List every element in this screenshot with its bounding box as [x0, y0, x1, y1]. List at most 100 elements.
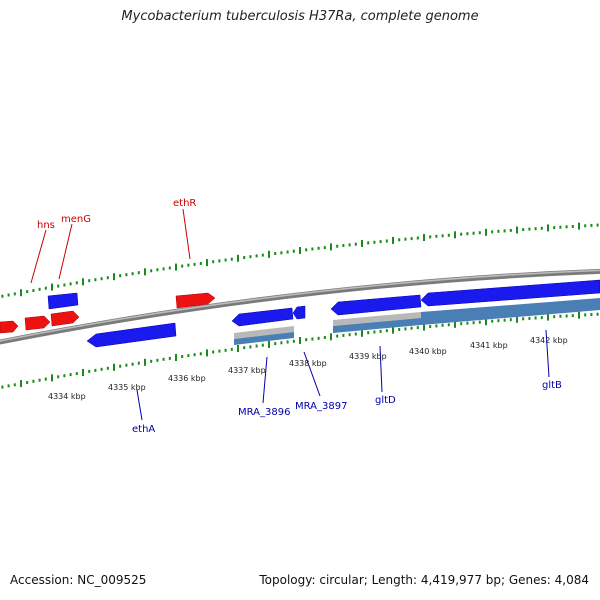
gene-arrow-reverse[interactable]: [47, 292, 79, 310]
minor-tick: [156, 268, 159, 272]
minor-tick: [75, 372, 78, 376]
gene-arrow-reverse-ethA[interactable]: [86, 322, 177, 348]
minor-tick: [590, 313, 593, 316]
minor-tick: [596, 223, 599, 227]
gene-arrow-reverse-MRA_3897[interactable]: [292, 305, 306, 320]
minor-tick: [491, 319, 494, 323]
gene-label-gltD: gltD: [375, 395, 396, 406]
major-tick: [547, 224, 549, 232]
minor-tick: [311, 247, 314, 251]
minor-tick: [168, 266, 171, 270]
minor-tick: [243, 256, 246, 259]
gene-arrow-forward[interactable]: [24, 315, 51, 331]
minor-tick: [292, 249, 295, 253]
minor-tick: [57, 284, 60, 288]
major-tick: [485, 228, 487, 236]
minor-tick: [503, 229, 506, 233]
minor-tick: [528, 316, 531, 320]
minor-tick: [584, 224, 587, 228]
minor-tick: [472, 321, 475, 325]
minor-tick: [373, 240, 376, 244]
major-tick: [330, 333, 332, 341]
minor-tick: [286, 250, 289, 254]
minor-tick: [57, 375, 60, 379]
minor-tick: [7, 384, 10, 388]
minor-tick: [44, 377, 47, 381]
minor-tick: [255, 254, 258, 258]
genome-backbone-highlight: [0, 269, 600, 342]
minor-tick: [367, 331, 370, 335]
minor-tick: [398, 238, 401, 242]
minor-tick: [311, 337, 314, 341]
minor-tick: [435, 234, 438, 238]
minor-tick: [230, 347, 233, 351]
major-tick: [20, 289, 22, 297]
minor-tick: [416, 236, 419, 240]
minor-tick: [466, 321, 469, 325]
minor-tick: [280, 251, 283, 255]
minor-tick: [497, 319, 500, 323]
gene-label-MRA_3897: MRA_3897: [295, 401, 347, 412]
minor-tick: [125, 273, 128, 277]
minor-tick: [243, 346, 246, 350]
gene-label-gltB: gltB: [542, 380, 562, 391]
minor-tick: [150, 359, 153, 363]
forward-gene-labels: hns menG ethR: [30, 198, 196, 284]
minor-tick: [565, 314, 568, 318]
minor-tick: [503, 318, 506, 322]
minor-tick: [398, 328, 401, 331]
gene-arrow-reverse-MRA_3896[interactable]: [231, 307, 294, 327]
minor-tick: [404, 237, 407, 241]
minor-tick: [404, 327, 407, 331]
minor-tick: [224, 258, 227, 262]
gene-arrow-forward-ethR[interactable]: [175, 292, 216, 309]
gene-arrow-forward[interactable]: [50, 310, 80, 327]
minor-tick: [249, 255, 252, 259]
minor-tick: [342, 244, 345, 247]
outer-tick-ring: [1, 222, 599, 298]
minor-tick: [94, 368, 97, 372]
minor-tick: [367, 241, 370, 245]
major-tick: [113, 363, 115, 371]
minor-tick: [317, 246, 320, 250]
major-tick: [206, 259, 208, 267]
minor-tick: [162, 357, 165, 361]
minor-tick: [435, 324, 438, 328]
minor-tick: [460, 322, 463, 326]
minor-tick: [75, 281, 78, 285]
major-tick: [237, 254, 239, 262]
minor-tick: [553, 315, 556, 319]
minor-tick: [472, 231, 475, 235]
minor-tick: [69, 373, 72, 377]
major-tick: [392, 326, 394, 334]
major-tick: [51, 283, 53, 291]
minor-tick: [540, 226, 543, 230]
minor-tick: [565, 225, 568, 229]
minor-tick: [441, 323, 444, 327]
inner-tick-ring: [1, 311, 599, 389]
minor-tick: [429, 325, 432, 328]
minor-tick: [137, 361, 140, 365]
minor-tick: [478, 320, 481, 324]
minor-tick: [584, 313, 587, 317]
major-tick: [206, 349, 208, 357]
minor-tick: [261, 343, 264, 347]
minor-tick: [441, 234, 444, 238]
minor-tick: [410, 326, 413, 330]
gene-arrow-reverse-gltD[interactable]: [330, 294, 422, 316]
major-tick: [51, 374, 53, 382]
minor-tick: [559, 225, 562, 229]
pseudo-feature-bar: [234, 326, 294, 339]
genome-summary-text: Topology: circular; Length: 4,419,977 bp…: [259, 573, 589, 587]
major-tick: [485, 318, 487, 326]
minor-tick: [571, 225, 574, 228]
label-leader: [379, 345, 383, 393]
minor-tick: [317, 336, 320, 340]
major-tick: [454, 320, 456, 328]
gene-arrow-forward[interactable]: [0, 320, 19, 334]
minor-tick: [336, 244, 339, 248]
major-tick: [175, 263, 177, 271]
gene-arrow-reverse-gltB[interactable]: [420, 279, 600, 307]
minor-tick: [106, 276, 109, 280]
minor-tick: [274, 252, 277, 255]
